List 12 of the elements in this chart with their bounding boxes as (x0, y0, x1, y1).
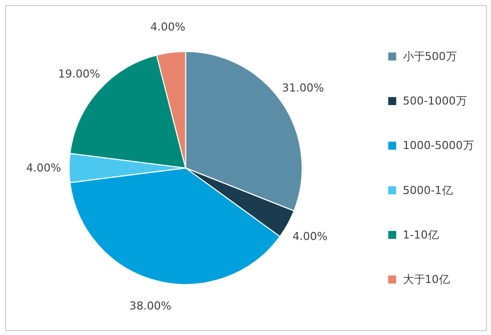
data-label: 31.00% (282, 82, 324, 95)
data-label: 4.00% (26, 162, 62, 174)
legend-label: 大于10亿 (402, 273, 450, 286)
data-label: 4.00% (292, 230, 328, 244)
data-label: 38.00% (129, 299, 172, 312)
legend-label: 1-10亿 (402, 228, 439, 242)
legend-label: 1000-5000万 (402, 139, 474, 152)
data-label: 19.00% (58, 67, 100, 80)
legend-label: 5000-1亿 (402, 184, 453, 197)
data-label: 4.00% (150, 20, 186, 34)
legend-label: 500-1000万 (402, 94, 467, 108)
legend-label: 小于500万 (402, 50, 457, 63)
